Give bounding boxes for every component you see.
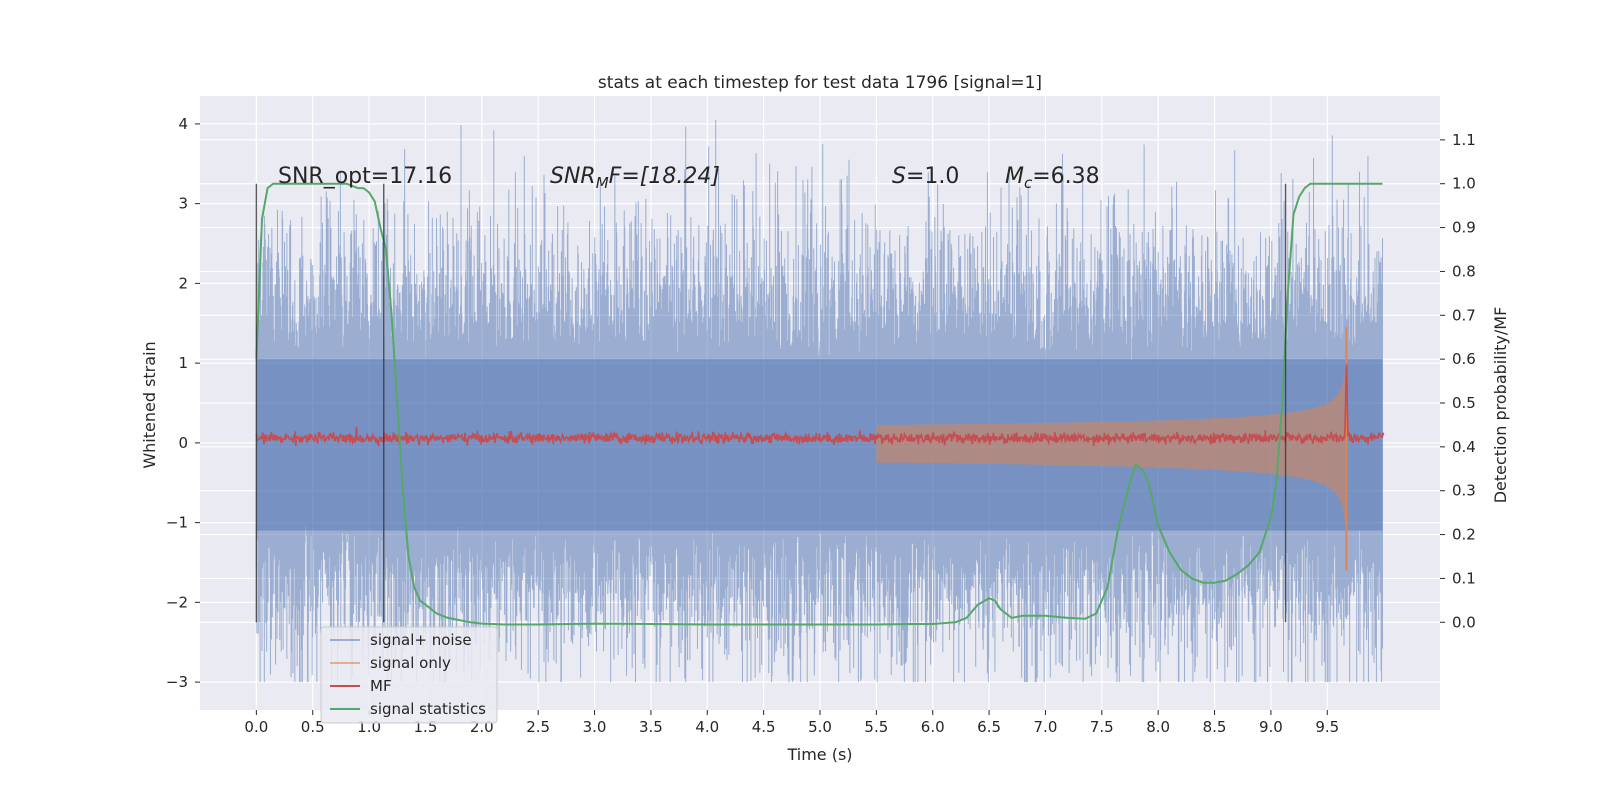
x-tick-label: 4.5	[752, 718, 776, 736]
right-tick-label: 1.1	[1452, 131, 1476, 149]
left-tick-label: 3	[178, 195, 188, 213]
series-mf	[255, 364, 1385, 448]
x-tick-label: 9.0	[1259, 718, 1283, 736]
x-tick-label: 2.5	[526, 718, 550, 736]
right-tick-label: 0.9	[1452, 219, 1476, 237]
right-tick-label: 0.5	[1452, 394, 1476, 412]
x-tick-label: 8.5	[1203, 718, 1227, 736]
left-tick-label: 2	[178, 274, 188, 292]
x-axis-label: Time (s)	[786, 745, 852, 764]
left-tick-label: −1	[166, 514, 188, 532]
x-tick-label: 5.0	[808, 718, 832, 736]
left-tick-label: 1	[178, 354, 188, 372]
right-tick-label: 0.8	[1452, 262, 1476, 280]
right-tick-label: 0.1	[1452, 569, 1476, 587]
left-tick-label: 0	[178, 434, 188, 452]
signal-statistics-line	[255, 182, 1383, 626]
x-tick-label: 5.5	[864, 718, 888, 736]
annotation-s: S=1.0	[892, 164, 959, 189]
x-tick-label: 6.5	[977, 718, 1001, 736]
left-tick-label: −2	[166, 593, 188, 611]
right-tick-label: 1.0	[1452, 175, 1476, 193]
mf-line	[255, 364, 1385, 448]
x-tick-label: 3.0	[583, 718, 607, 736]
annotation-snr-mf: SNRMF=[18.24]	[550, 164, 720, 192]
x-tick-label: 0.0	[244, 718, 268, 736]
right-tick-label: 0.2	[1452, 526, 1476, 544]
x-tick-label: 7.5	[1090, 718, 1114, 736]
x-tick-label: 4.0	[695, 718, 719, 736]
series-signal-statistics	[255, 182, 1383, 626]
x-tick-label: 8.0	[1146, 718, 1170, 736]
right-axis-label: Detection probability/MF	[1491, 307, 1510, 504]
annotation-snr-opt: SNR_opt=17.16	[278, 164, 452, 189]
legend: signal+ noise signal only MF signal stat…	[320, 626, 498, 724]
legend-label-signal-noise: signal+ noise	[370, 631, 472, 649]
x-tick-label: 7.0	[1034, 718, 1058, 736]
signal-only-envelope	[876, 371, 1346, 521]
legend-label-signal-statistics: signal statistics	[370, 700, 486, 718]
legend-label-mf: MF	[370, 677, 392, 695]
annotation-mc: Mc=6.38	[1005, 164, 1100, 192]
x-tick-label: 9.5	[1315, 718, 1339, 736]
x-tick-label: 0.5	[301, 718, 325, 736]
left-axis-ticks: −3 −2 −1 0 1 2 3 4	[166, 115, 200, 691]
right-axis-ticks: 0.0 0.1 0.2 0.3 0.4 0.5 0.6 0.7 0.8 0.9 1.0 1.1	[1440, 131, 1476, 631]
legend-frame	[320, 626, 498, 724]
right-tick-label: 0.3	[1452, 482, 1476, 500]
left-tick-label: 4	[178, 115, 188, 133]
x-tick-label: 6.0	[921, 718, 945, 736]
legend-label-signal-only: signal only	[370, 654, 451, 672]
chart-title: stats at each timestep for test data 179…	[598, 73, 1042, 93]
right-tick-label: 0.4	[1452, 438, 1476, 456]
x-tick-label: 3.5	[639, 718, 663, 736]
right-tick-label: 0.6	[1452, 350, 1476, 368]
left-tick-label: −3	[166, 673, 188, 691]
right-tick-label: 0.0	[1452, 613, 1476, 631]
left-axis-label: Whitened strain	[140, 341, 159, 468]
series-layer	[255, 119, 1385, 683]
right-tick-label: 0.7	[1452, 306, 1476, 324]
vertical-markers	[255, 183, 1287, 623]
